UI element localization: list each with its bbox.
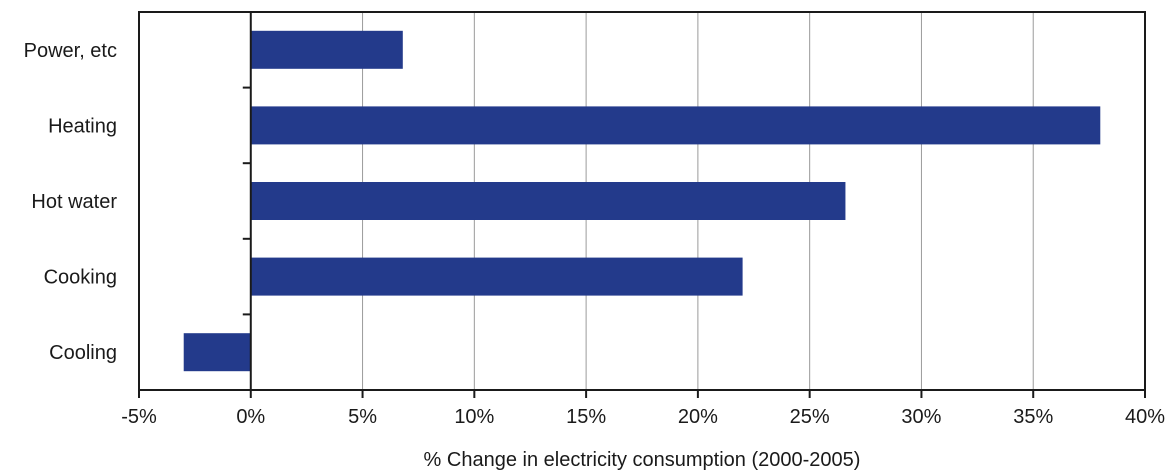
bars <box>183 30 1101 372</box>
x-tick-label: 20% <box>678 406 718 428</box>
axis-ticks <box>138 86 1146 398</box>
x-tick-label: 10% <box>454 406 494 428</box>
category-label: Hot water <box>31 191 117 213</box>
x-tick-label: 30% <box>901 406 941 428</box>
x-tick-label: -5% <box>121 406 157 428</box>
x-tick-label: 0% <box>236 406 265 428</box>
bar-cooling <box>183 333 251 372</box>
x-tick-label: 15% <box>566 406 606 428</box>
category-label: Cooling <box>49 342 117 364</box>
x-axis-title: % Change in electricity consumption (200… <box>424 449 861 471</box>
x-tick-labels: -5% 0% 5% 10% 15% 20% 25% 30% 35% 40% <box>121 406 1165 428</box>
x-tick-label: 25% <box>790 406 830 428</box>
category-label: Cooking <box>44 267 117 289</box>
bar-heating <box>250 106 1101 145</box>
x-tick-label: 35% <box>1013 406 1053 428</box>
category-labels: Power, etc Heating Hot water Cooking Cooling <box>24 40 118 364</box>
bar-hot-water <box>250 182 846 220</box>
x-tick-label: 40% <box>1125 406 1165 428</box>
bar-cooking <box>250 257 743 296</box>
x-tick-label: 5% <box>348 406 377 428</box>
category-label: Power, etc <box>24 40 117 62</box>
category-label: Heating <box>48 115 117 137</box>
bar-power-etc <box>250 30 403 69</box>
plot-frame <box>138 11 1146 391</box>
